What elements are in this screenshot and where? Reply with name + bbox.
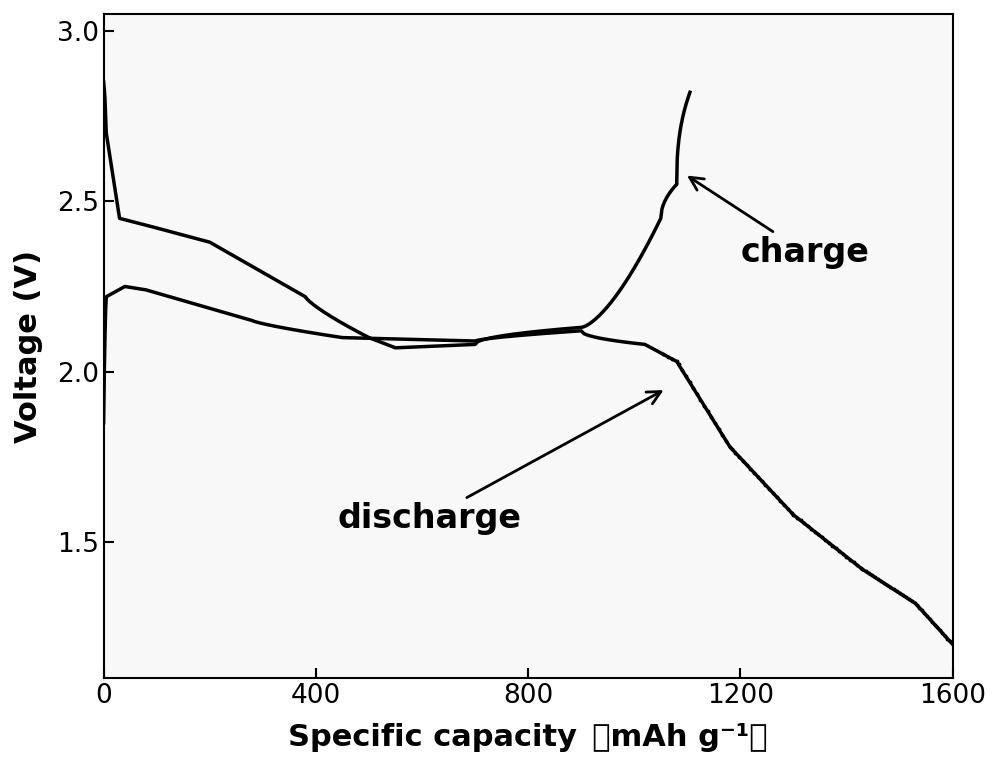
X-axis label: Specific capacity （mAh g⁻¹）: Specific capacity （mAh g⁻¹） [288,723,768,752]
Text: discharge: discharge [337,391,661,535]
Y-axis label: Voltage (V): Voltage (V) [14,250,43,443]
Text: charge: charge [690,177,869,269]
